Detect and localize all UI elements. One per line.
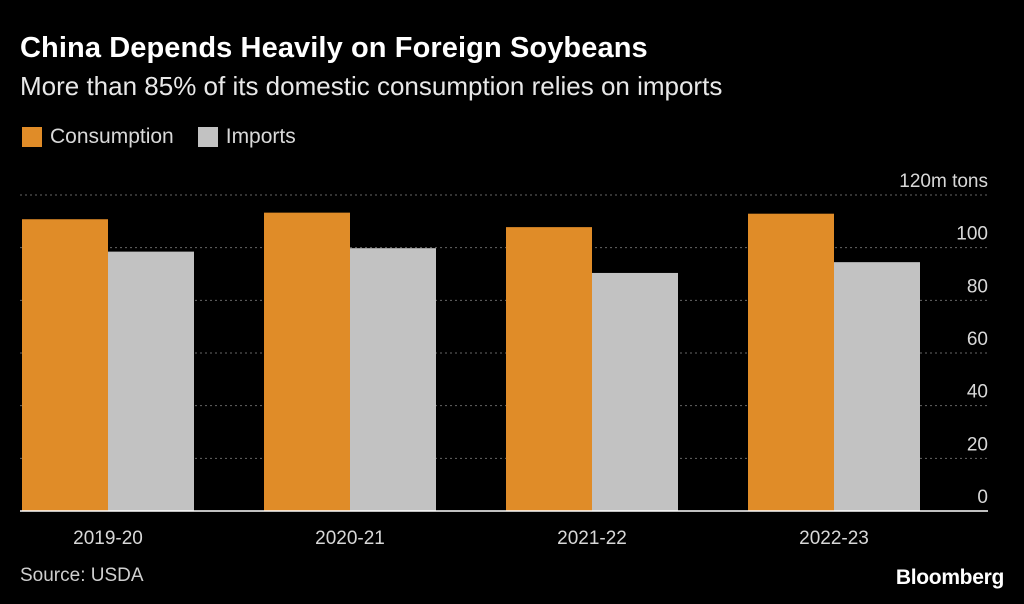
- bar-consumption-2019-20: [22, 219, 108, 511]
- y-tick-label: 120m tons: [899, 171, 988, 192]
- x-tick-label: 2021-22: [557, 528, 627, 549]
- bar-imports-2021-22: [592, 272, 678, 511]
- x-tick-label: 2020-21: [315, 528, 385, 549]
- y-tick-label: 20: [967, 434, 988, 455]
- y-tick-label: 0: [977, 487, 988, 508]
- bar-consumption-2021-22: [506, 227, 592, 512]
- legend-item-imports: Imports: [197, 125, 296, 149]
- bars: [22, 212, 920, 512]
- y-tick-label: 100: [956, 224, 988, 245]
- x-tick-label: 2022-23: [799, 528, 869, 549]
- chart-subtitle: More than 85% of its domestic consumptio…: [20, 71, 723, 101]
- legend-label-imports: Imports: [225, 125, 296, 148]
- x-tick-label: 2019-20: [73, 528, 143, 549]
- y-axis-ticks: 0 20 40 60 80 100 120m tons: [899, 171, 988, 508]
- y-tick-label: 40: [967, 382, 988, 403]
- y-tick-label: 60: [967, 329, 988, 350]
- legend-label-consumption: Consumption: [50, 125, 174, 148]
- bar-consumption-2020-21: [264, 212, 350, 512]
- legend-swatch-consumption: [22, 127, 42, 147]
- bar-imports-2022-23: [834, 262, 920, 511]
- legend: Consumption Imports: [22, 125, 320, 149]
- y-tick-label: 80: [967, 276, 988, 297]
- legend-swatch-imports: [197, 127, 218, 147]
- source-note: Source: USDA: [20, 565, 144, 586]
- bloomberg-logo: Bloomberg: [895, 566, 1004, 589]
- chart-title: China Depends Heavily on Foreign Soybean…: [20, 32, 648, 64]
- legend-item-consumption: Consumption: [22, 125, 174, 149]
- bar-imports-2020-21: [350, 248, 436, 511]
- bar-consumption-2022-23: [748, 213, 834, 512]
- bar-imports-2019-20: [108, 251, 194, 511]
- x-axis-ticks: 2019-20 2020-21 2021-22 2022-23: [73, 528, 869, 549]
